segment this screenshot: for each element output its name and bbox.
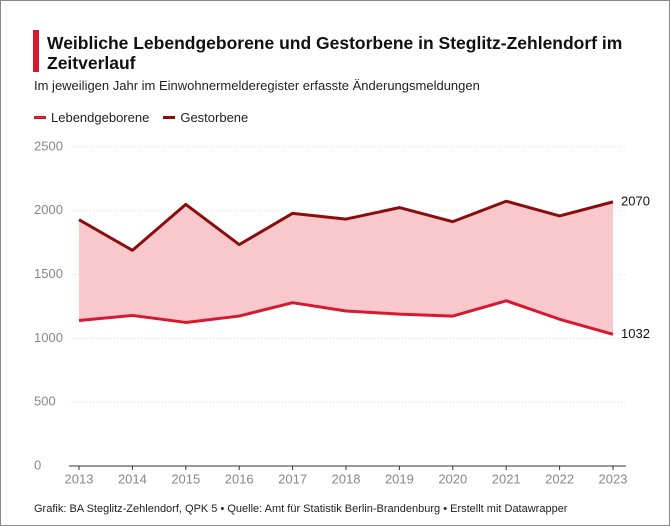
title-accent <box>33 30 39 72</box>
y-tick-label: 0 <box>34 457 41 472</box>
series-line <box>78 199 614 252</box>
end-label: 2070 <box>621 193 650 208</box>
x-tick-label: 2019 <box>385 471 414 486</box>
legend-item: Lebendgeborene <box>34 110 149 125</box>
y-tick-label: 2000 <box>34 202 63 217</box>
x-tick-label: 2016 <box>225 471 254 486</box>
x-tick-label: 2022 <box>545 471 574 486</box>
x-tick-label: 2018 <box>332 471 361 486</box>
y-tick-label: 500 <box>34 394 56 409</box>
footer: Grafik: BA Steglitz-Zehlendorf, QPK 5 • … <box>34 503 568 515</box>
legend-label: Lebendgeborene <box>51 110 150 125</box>
series-line <box>78 299 614 336</box>
end-label: 1032 <box>621 326 650 341</box>
legend-swatch <box>163 116 176 119</box>
chart-subtitle: Im jeweiligen Jahr im Einwohnermelderegi… <box>34 78 480 93</box>
x-tick-label: 2020 <box>438 471 467 486</box>
x-tick-label: 2021 <box>492 471 521 486</box>
legend-label: Gestorbene <box>180 110 249 125</box>
chart-title: Weibliche Lebendgeborene und Gestorbene … <box>47 33 623 73</box>
x-tick-label: 2015 <box>171 471 200 486</box>
y-tick-label: 1000 <box>34 330 63 345</box>
legend: Lebendgeborene Gestorbene <box>34 110 248 125</box>
legend-swatch <box>34 116 46 119</box>
legend-item: Gestorbene <box>163 110 248 125</box>
x-tick-label: 2017 <box>278 471 307 486</box>
x-tick-label: 2014 <box>118 471 147 486</box>
y-tick-label: 2500 <box>34 138 63 153</box>
x-tick-label: 2023 <box>599 471 628 486</box>
y-tick-label: 1500 <box>34 266 63 281</box>
range-area <box>79 201 613 335</box>
x-tick-label: 2013 <box>65 471 94 486</box>
